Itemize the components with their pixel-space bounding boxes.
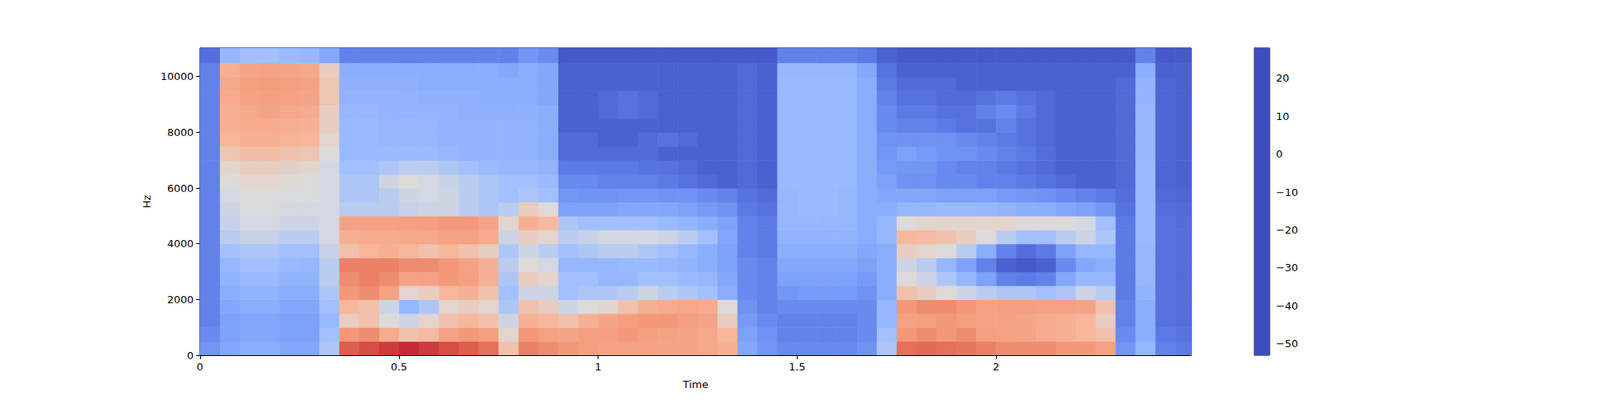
svg-text:0: 0 [187, 349, 194, 362]
svg-text:6000: 6000 [167, 182, 194, 195]
svg-text:−10: −10 [1276, 186, 1298, 199]
svg-text:−30: −30 [1276, 261, 1298, 274]
svg-text:20: 20 [1276, 72, 1290, 84]
svg-text:4000: 4000 [167, 237, 194, 250]
svg-text:Hz: Hz [140, 195, 153, 209]
svg-text:10: 10 [1276, 110, 1290, 123]
svg-text:10000: 10000 [160, 70, 194, 83]
svg-text:1: 1 [594, 360, 601, 373]
svg-text:2000: 2000 [167, 293, 194, 306]
svg-text:−20: −20 [1276, 224, 1298, 236]
svg-text:2: 2 [992, 360, 1000, 373]
svg-text:−40: −40 [1276, 300, 1298, 312]
svg-text:−50: −50 [1276, 337, 1298, 350]
svg-text:1.5: 1.5 [788, 360, 806, 373]
svg-text:0: 0 [1276, 148, 1283, 160]
svg-text:Time: Time [682, 378, 709, 391]
svg-text:8000: 8000 [167, 126, 194, 139]
svg-text:0: 0 [196, 360, 204, 373]
svg-text:0.5: 0.5 [390, 360, 408, 373]
